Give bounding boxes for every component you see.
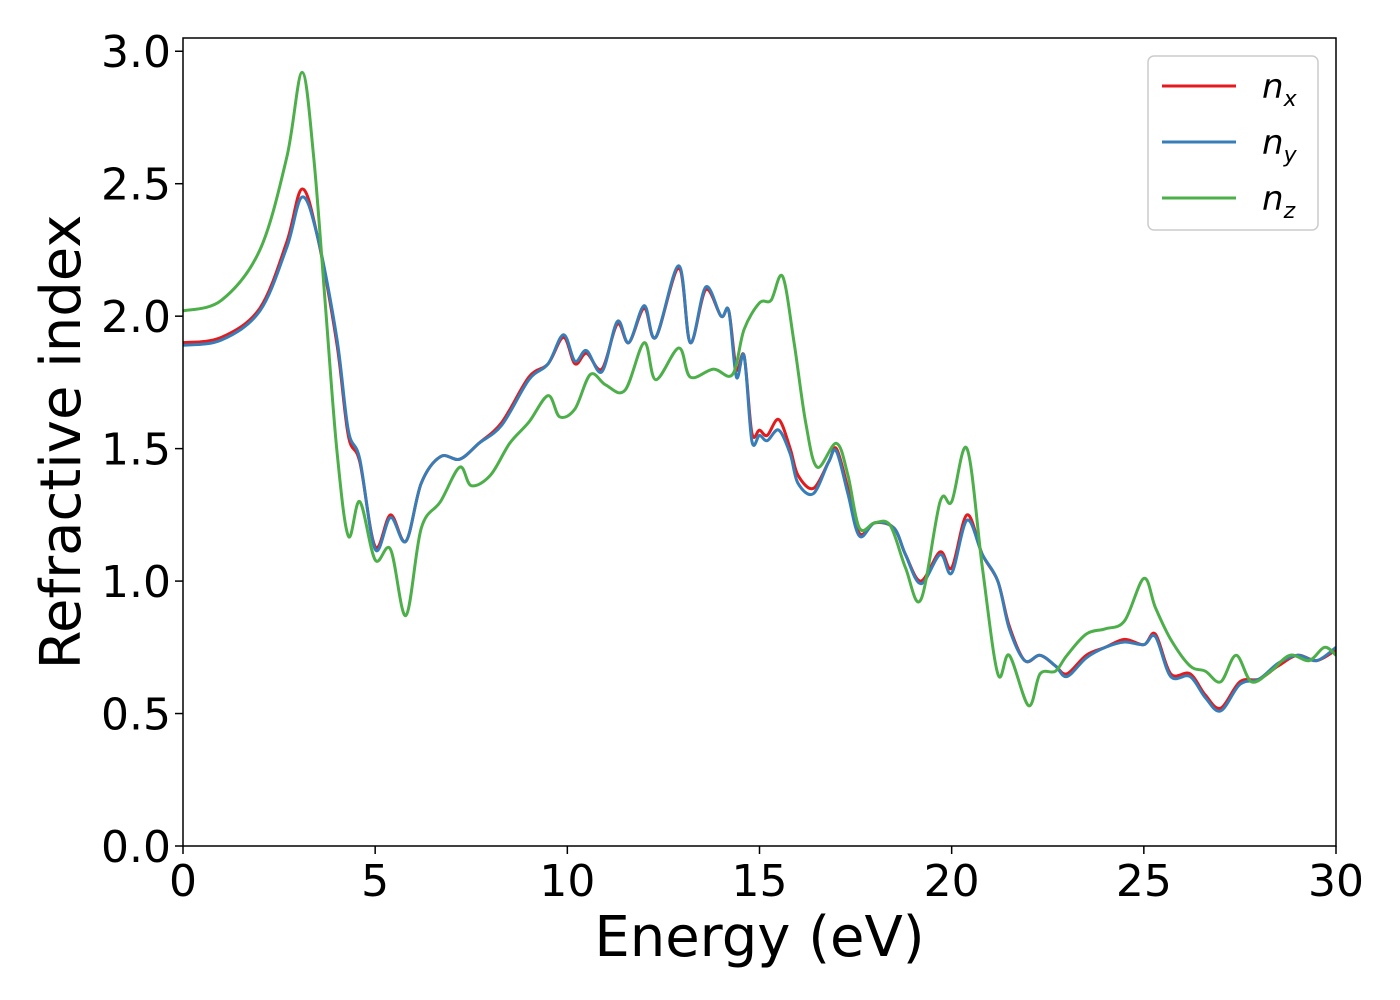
x-tick-label: 5 bbox=[361, 856, 389, 907]
legend-label-x: nx bbox=[1262, 67, 1298, 112]
y-tick-label: 1.5 bbox=[101, 425, 171, 476]
y-tick-label: 0.0 bbox=[101, 822, 171, 873]
y-tick-label: 2.5 bbox=[101, 160, 171, 211]
legend-label-base: n bbox=[1262, 67, 1284, 107]
legend-label-subscript: x bbox=[1283, 87, 1298, 112]
x-tick-label: 30 bbox=[1308, 856, 1364, 907]
x-tick-label: 10 bbox=[539, 856, 595, 907]
y-tick-label: 3.0 bbox=[101, 27, 171, 78]
legend-label-base: n bbox=[1262, 123, 1284, 163]
legend-label-y: ny bbox=[1262, 123, 1298, 168]
y-tick-label: 2.0 bbox=[101, 292, 171, 343]
y-tick-label: 0.5 bbox=[101, 690, 171, 741]
y-axis-label: Refractive index bbox=[29, 215, 94, 670]
x-tick-label: 15 bbox=[732, 856, 788, 907]
legend-label-base: n bbox=[1262, 179, 1284, 219]
x-tick-label: 25 bbox=[1116, 856, 1172, 907]
x-axis-label: Energy (eV) bbox=[594, 905, 924, 970]
legend-label-z: nz bbox=[1262, 179, 1296, 224]
y-tick-label: 1.0 bbox=[101, 557, 171, 608]
legend-label-subscript: y bbox=[1283, 143, 1298, 168]
x-tick-label: 0 bbox=[169, 856, 197, 907]
x-tick-label: 20 bbox=[924, 856, 980, 907]
series-line-y bbox=[183, 195, 1336, 713]
series-layer bbox=[183, 70, 1336, 713]
x-axis-ticks: 0 5 10 15 20 25 30 bbox=[169, 846, 1364, 907]
y-axis-ticks: 0.0 0.5 1.0 1.5 2.0 2.5 3.0 bbox=[101, 27, 183, 873]
series-line-z bbox=[183, 70, 1336, 708]
legend-label-subscript: z bbox=[1283, 199, 1296, 224]
